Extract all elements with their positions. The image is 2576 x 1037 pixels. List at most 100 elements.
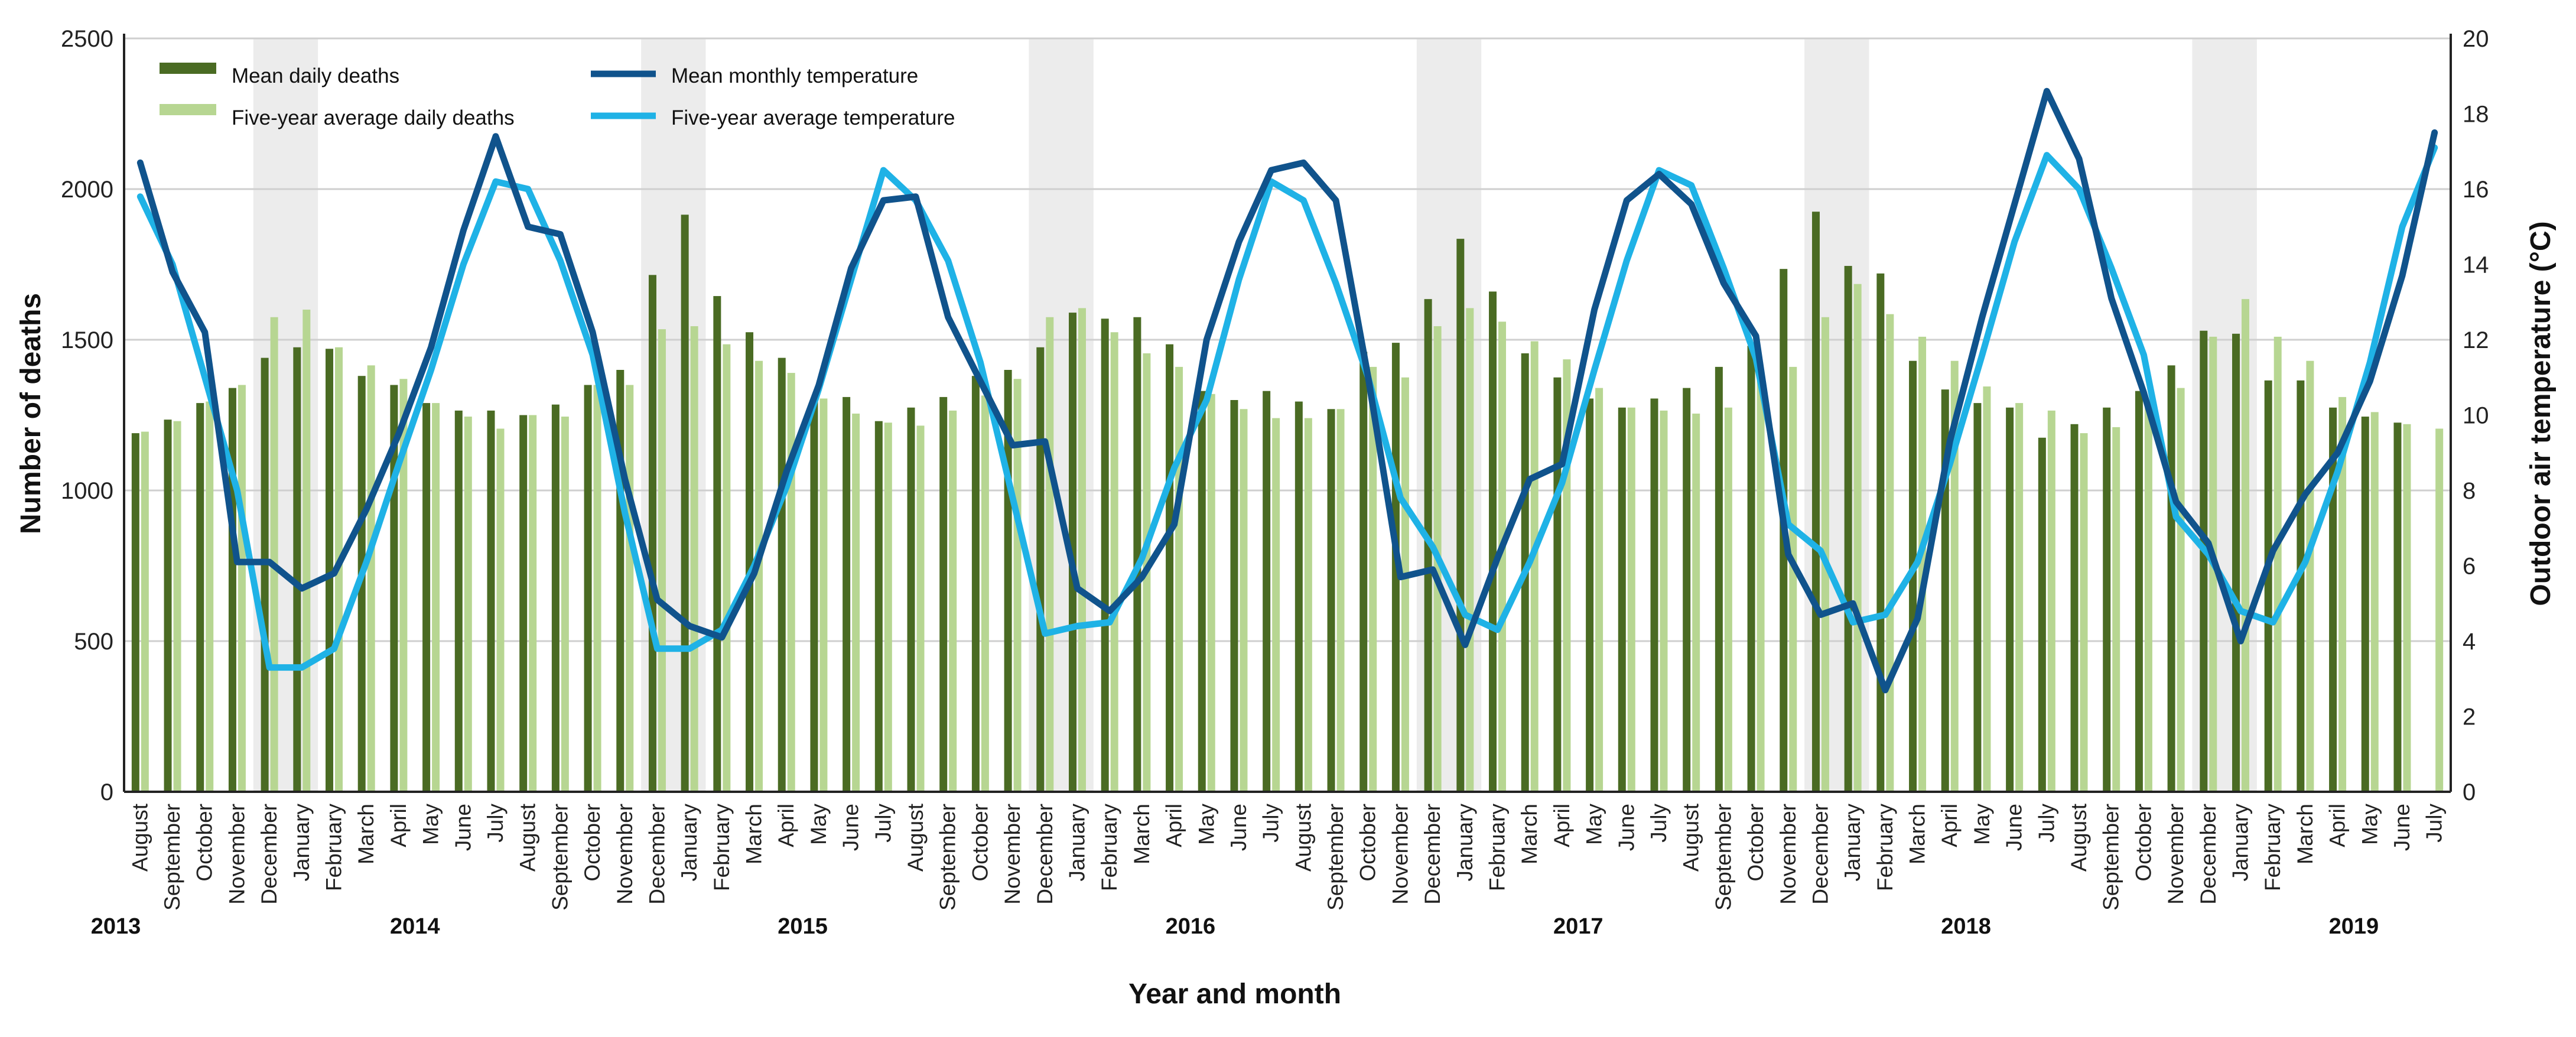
year-label: 2013 xyxy=(91,914,141,939)
bar-five-year-average-daily-deaths xyxy=(1046,317,1054,792)
y-left-tick-label: 2000 xyxy=(61,177,113,203)
bar-mean-daily-deaths xyxy=(422,403,431,792)
year-label: 2016 xyxy=(1166,914,1216,939)
bar-mean-daily-deaths xyxy=(1618,407,1626,792)
x-tick-label: January xyxy=(677,804,701,882)
bar-mean-daily-deaths xyxy=(874,421,883,792)
bar-mean-daily-deaths xyxy=(2200,330,2208,792)
y-right-tick-label: 10 xyxy=(2463,403,2489,429)
bar-mean-daily-deaths xyxy=(843,396,851,792)
axes xyxy=(123,34,2452,793)
bar-mean-daily-deaths xyxy=(1166,344,1174,792)
bar-mean-daily-deaths xyxy=(907,407,915,792)
bar-five-year-average-daily-deaths xyxy=(1304,418,1312,792)
x-tick-label: October xyxy=(968,804,992,882)
bar-five-year-average-daily-deaths xyxy=(1886,314,1894,792)
bar-five-year-average-daily-deaths xyxy=(1983,386,1991,792)
bar-mean-daily-deaths xyxy=(1489,291,1497,792)
x-tick-label: January xyxy=(1840,804,1865,882)
bar-five-year-average-daily-deaths xyxy=(1950,360,1959,792)
x-tick-label: June xyxy=(839,804,863,851)
y-left-tick-label: 1000 xyxy=(61,478,113,504)
x-tick-label: April xyxy=(1550,804,1574,847)
legend-label-mean-daily-deaths: Mean daily deaths xyxy=(232,64,399,87)
bar-five-year-average-daily-deaths xyxy=(755,360,763,792)
bar-mean-daily-deaths xyxy=(2070,424,2079,792)
bar-five-year-average-daily-deaths xyxy=(1595,388,1604,792)
x-tick-label: June xyxy=(2390,804,2414,851)
x-tick-label: September xyxy=(160,804,184,911)
x-tick-label: October xyxy=(1744,804,1768,882)
x-tick-label: November xyxy=(2164,804,2188,905)
bar-five-year-average-daily-deaths xyxy=(884,422,892,792)
bar-five-year-average-daily-deaths xyxy=(1692,413,1700,792)
x-tick-label: June xyxy=(451,804,475,851)
bar-five-year-average-daily-deaths xyxy=(496,428,505,792)
bar-five-year-average-daily-deaths xyxy=(303,310,311,792)
bar-five-year-average-daily-deaths xyxy=(852,413,860,792)
bar-five-year-average-daily-deaths xyxy=(529,415,537,792)
bar-mean-daily-deaths xyxy=(648,275,656,792)
y-left-tick-label: 2500 xyxy=(61,26,113,52)
x-tick-label: May xyxy=(806,804,831,845)
x-tick-label: February xyxy=(1097,804,1121,892)
bar-five-year-average-daily-deaths xyxy=(2177,388,2185,792)
x-tick-label: November xyxy=(613,804,637,905)
bar-five-year-average-daily-deaths xyxy=(949,410,957,792)
bar-mean-daily-deaths xyxy=(326,349,334,792)
bar-mean-daily-deaths xyxy=(2232,333,2240,792)
x-axis-title: Year and month xyxy=(1128,979,1341,1010)
y-right-tick-label: 4 xyxy=(2463,629,2476,655)
x-tick-label: January xyxy=(2228,804,2252,882)
tick-labels: 0 500 1000 1500 2000 2500 0 2 4 6 8 10 12 14 16 18 20 xyxy=(61,26,2489,805)
bar-five-year-average-daily-deaths xyxy=(1530,341,1539,792)
x-tick-label: March xyxy=(354,804,378,864)
bar-mean-daily-deaths xyxy=(1198,391,1206,792)
line-mean-monthly-temperature xyxy=(136,87,2438,694)
year-label: 2019 xyxy=(2329,914,2379,939)
bar-five-year-average-daily-deaths xyxy=(2112,427,2120,792)
bar-mean-daily-deaths xyxy=(1715,366,1723,792)
x-tick-label: June xyxy=(1614,804,1638,851)
x-tick-label: July xyxy=(483,804,508,843)
bar-five-year-average-daily-deaths xyxy=(1660,410,1668,792)
bar-mean-daily-deaths xyxy=(1230,400,1238,792)
y-right-tick-label: 0 xyxy=(2463,779,2476,805)
x-tick-label: August xyxy=(1291,803,1315,872)
bar-five-year-average-daily-deaths xyxy=(1240,409,1248,792)
x-tick-label: November xyxy=(1388,804,1412,905)
bar-five-year-average-daily-deaths xyxy=(238,385,246,792)
bar-mean-daily-deaths xyxy=(1101,318,1109,792)
bar-five-year-average-daily-deaths xyxy=(1110,332,1118,792)
bar-mean-daily-deaths xyxy=(2361,417,2369,792)
bar-five-year-average-daily-deaths xyxy=(2403,424,2411,792)
bar-five-year-average-daily-deaths xyxy=(1757,373,1765,792)
y-right-tick-label: 18 xyxy=(2463,102,2489,128)
bar-five-year-average-daily-deaths xyxy=(2306,360,2314,792)
y-right-tick-label: 14 xyxy=(2463,252,2489,278)
y-axis-left-title: Number of deaths xyxy=(15,293,47,534)
bar-five-year-average-daily-deaths xyxy=(1401,377,1409,792)
x-tick-label: July xyxy=(871,804,895,843)
bar-five-year-average-daily-deaths xyxy=(690,326,698,792)
bar-mean-daily-deaths xyxy=(164,420,172,792)
x-tick-label: May xyxy=(1970,804,1994,845)
x-tick-label: February xyxy=(1485,804,1510,892)
x-tick-label: July xyxy=(1259,804,1283,843)
bar-mean-daily-deaths xyxy=(1133,317,1141,792)
x-tick-label: October xyxy=(580,804,604,882)
x-tick-label: October xyxy=(2131,804,2155,882)
bar-five-year-average-daily-deaths xyxy=(2370,412,2379,792)
x-tick-label: May xyxy=(1194,804,1218,845)
bar-mean-daily-deaths xyxy=(1909,360,1917,792)
x-tick-label: April xyxy=(774,804,798,847)
x-tick-label: January xyxy=(290,804,314,882)
bar-five-year-average-daily-deaths xyxy=(1853,284,1862,792)
y-axis-right-title: Outdoor air temperature (°C) xyxy=(2525,221,2557,606)
bar-mean-daily-deaths xyxy=(2038,437,2046,792)
bar-five-year-average-daily-deaths xyxy=(1466,308,1474,792)
bar-mean-daily-deaths xyxy=(131,433,139,792)
line-five-year-average-temperature xyxy=(136,144,2438,671)
legend-label-five-year-average-temperature: Five-year average temperature xyxy=(671,106,955,129)
x-tick-label: December xyxy=(2196,804,2220,905)
